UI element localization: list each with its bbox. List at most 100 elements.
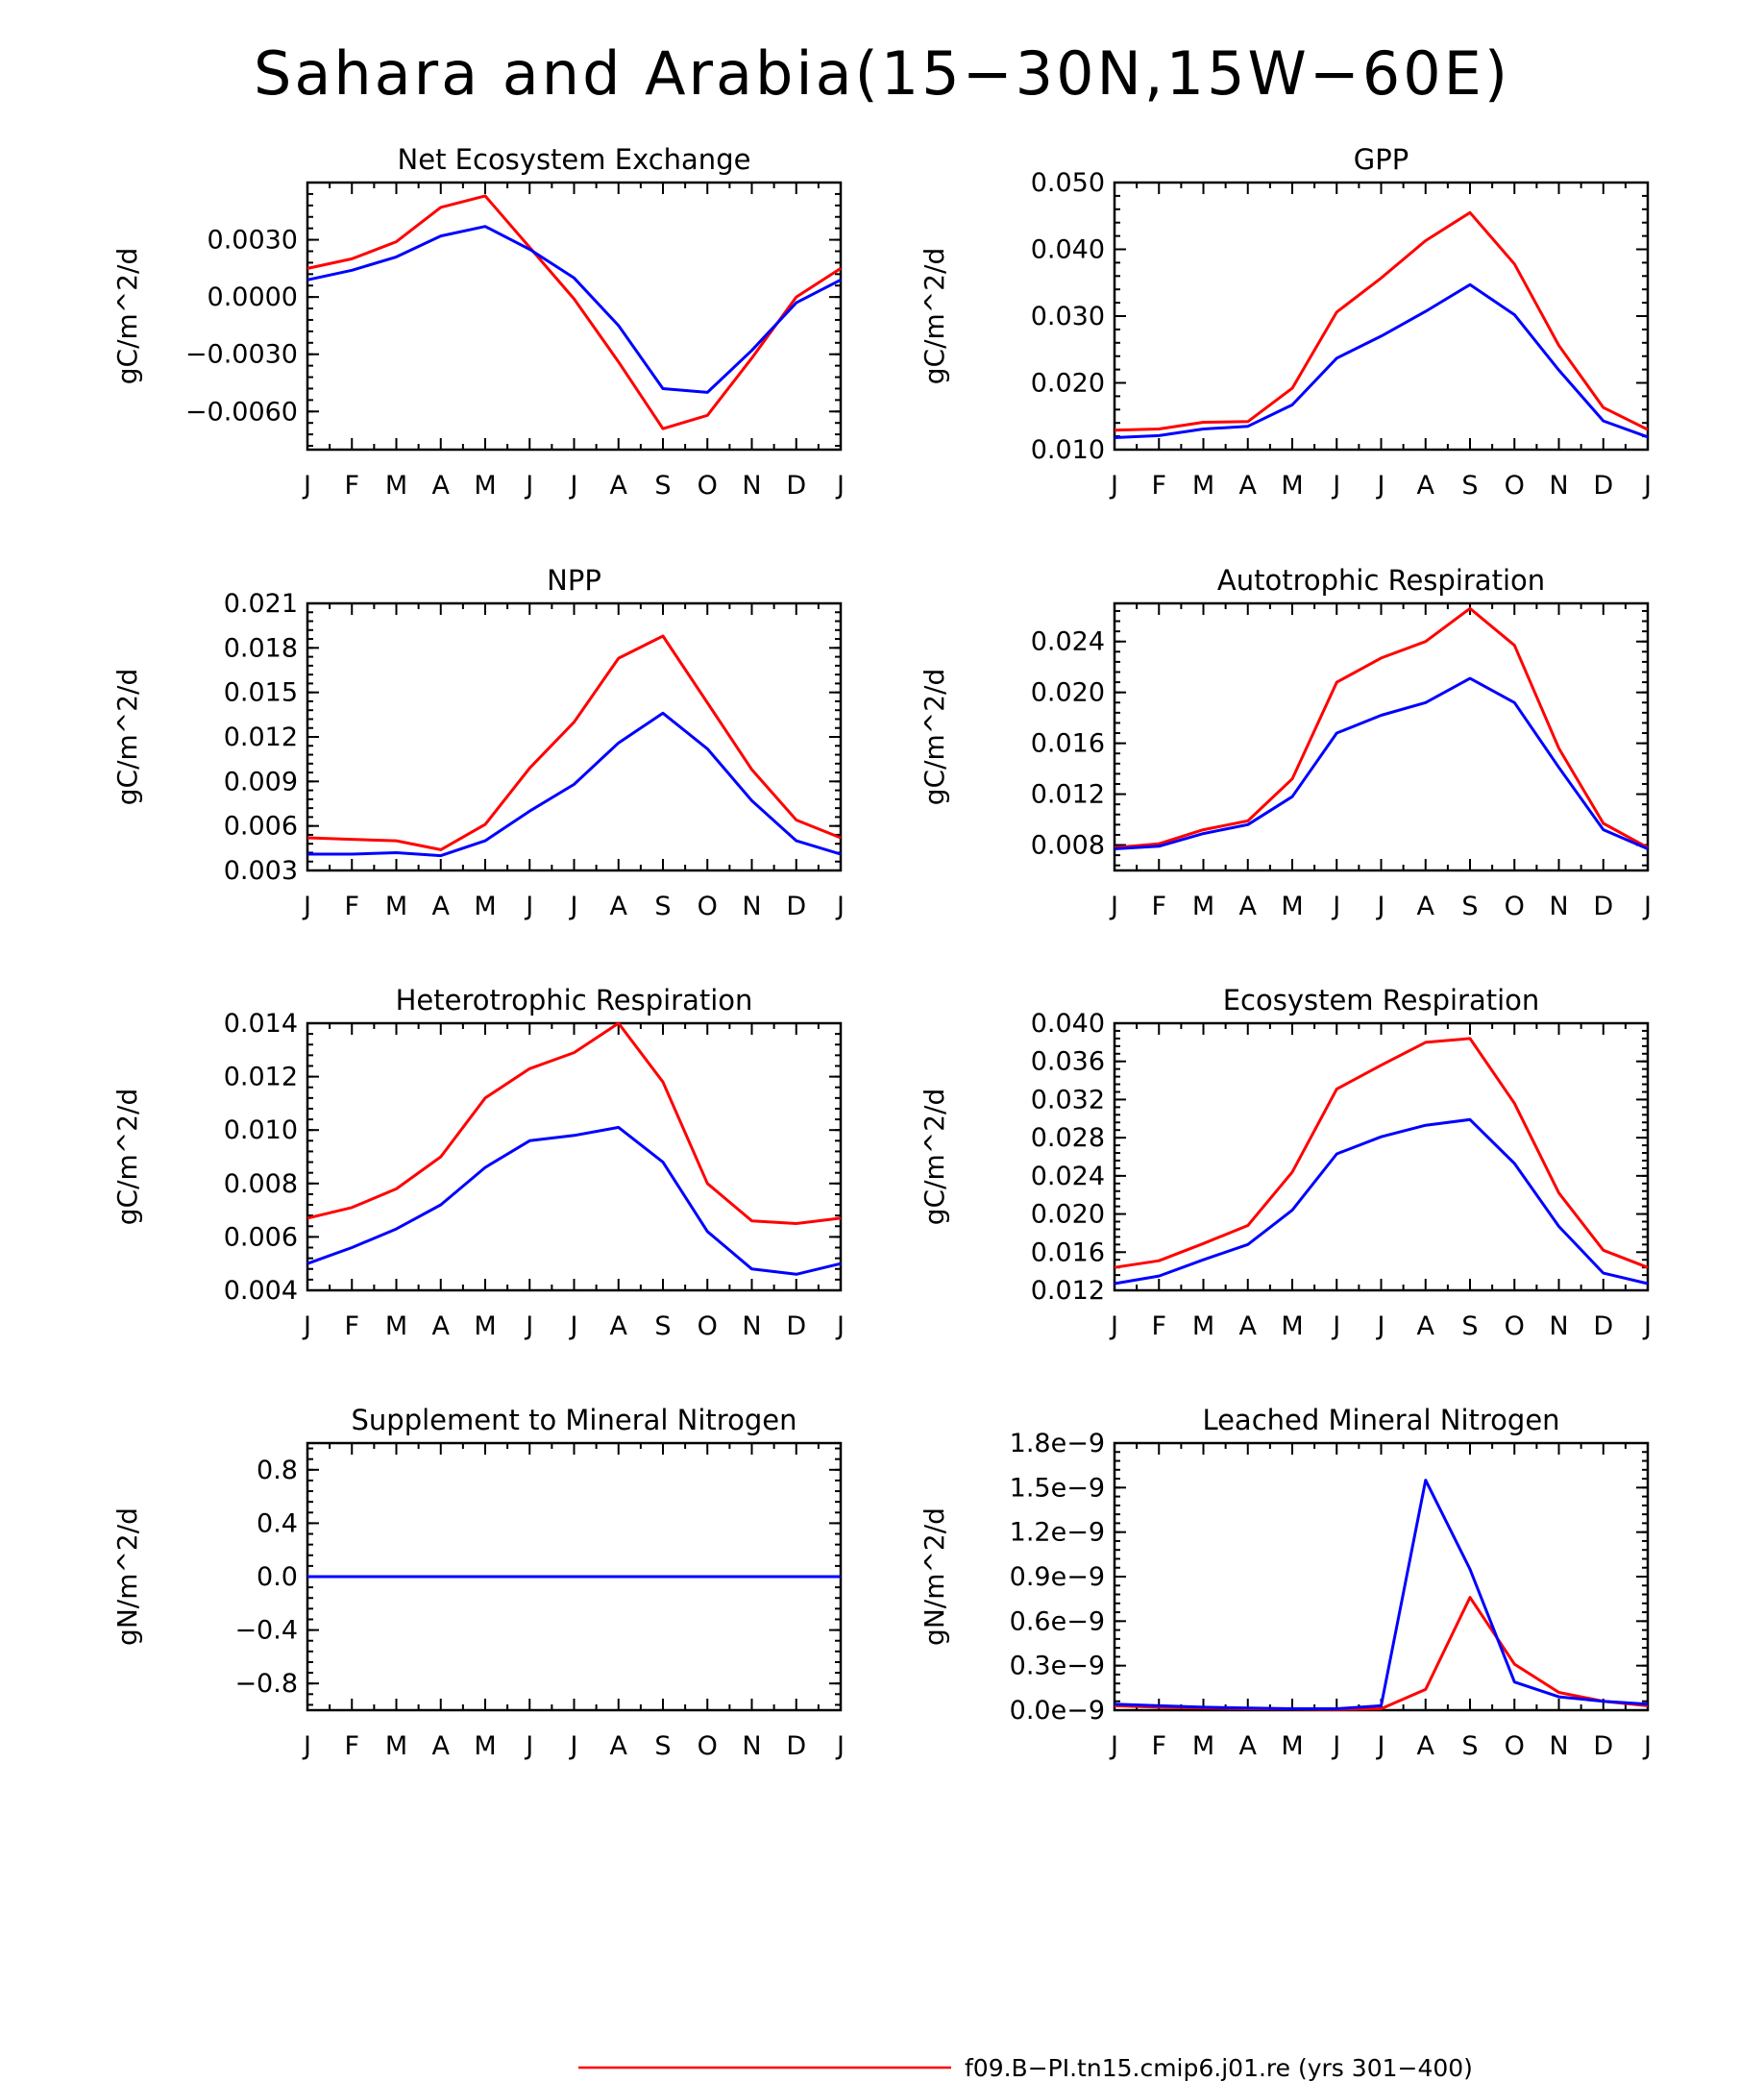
x-tick-label: J [1642, 1311, 1652, 1341]
x-tick-label: S [654, 892, 671, 921]
y-axis-label: gC/m^2/d [111, 1089, 143, 1226]
y-tick-label: 0.016 [1031, 729, 1105, 759]
x-tick-label: A [1239, 892, 1258, 921]
x-tick-label: M [385, 1311, 407, 1341]
x-tick-label: D [786, 892, 806, 921]
y-tick-label: 1.2e−9 [1010, 1518, 1105, 1548]
y-tick-label: 0.006 [224, 812, 298, 842]
x-tick-label: S [1461, 1731, 1478, 1761]
panel-title: Heterotrophic Respiration [396, 984, 753, 1017]
x-tick-label: J [569, 1311, 578, 1341]
y-tick-label: 0.8 [257, 1456, 298, 1485]
x-tick-label: J [1109, 1731, 1118, 1761]
y-tick-label: 0.9e−9 [1010, 1562, 1105, 1592]
series-line-blue [1114, 282, 1649, 439]
x-tick-label: J [1376, 1731, 1385, 1761]
series-line-blue [306, 225, 842, 394]
y-tick-label: 0.6e−9 [1010, 1606, 1105, 1636]
x-tick-label: M [1281, 1731, 1303, 1761]
x-tick-label: S [654, 471, 671, 501]
y-tick-label: 0.012 [1031, 780, 1105, 810]
x-tick-label: J [569, 1731, 578, 1761]
y-tick-label: 0.030 [1031, 302, 1105, 331]
x-tick-label: J [524, 892, 533, 921]
x-tick-label: S [654, 1731, 671, 1761]
y-tick-label: 0.0030 [208, 226, 298, 256]
y-tick-label: −0.0030 [185, 340, 298, 370]
x-tick-label: A [610, 471, 628, 501]
legend: f09.B−PI.tn15.cmip6.j01.re (yrs 301−400) [578, 2054, 1473, 2082]
x-tick-label: M [474, 1311, 496, 1341]
y-tick-label: −0.8 [234, 1669, 298, 1699]
y-axis-label: gN/m^2/d [111, 1507, 143, 1646]
y-tick-label: 0.016 [1031, 1237, 1105, 1267]
series-line-blue [1114, 1479, 1649, 1710]
x-tick-label: O [1505, 892, 1525, 921]
x-tick-label: M [1192, 471, 1214, 501]
y-tick-label: 0.012 [1031, 1276, 1105, 1306]
y-tick-label: 0.024 [1031, 1162, 1105, 1191]
plot-frame [1113, 1441, 1650, 1712]
x-tick-label: F [344, 1731, 359, 1761]
x-tick-label: A [1417, 471, 1435, 501]
x-tick-label: O [1505, 1731, 1525, 1761]
x-tick-label: J [302, 892, 311, 921]
y-tick-label: 0.040 [1031, 235, 1105, 265]
x-tick-label: O [698, 892, 718, 921]
x-tick-label: N [742, 471, 761, 501]
y-tick-label: 0.050 [1031, 168, 1105, 198]
x-tick-label: F [1151, 471, 1166, 501]
x-tick-label: N [1549, 892, 1568, 921]
x-tick-label: N [1549, 471, 1568, 501]
x-tick-label: D [786, 1731, 806, 1761]
y-tick-label: 0.020 [1031, 369, 1105, 399]
x-tick-label: J [835, 892, 845, 921]
x-tick-label: F [344, 892, 359, 921]
x-tick-label: M [1281, 1311, 1303, 1341]
figure-title: Sahara and Arabia(15−30N,15W−60E) [253, 38, 1511, 109]
x-tick-label: J [1642, 1731, 1652, 1761]
y-axis-label: gN/m^2/d [919, 1507, 950, 1646]
chart-panel-7: Supplement to Mineral Nitrogen gN/m^2/d J F… [111, 1404, 845, 1761]
x-tick-label: J [1331, 1731, 1340, 1761]
x-tick-label: A [610, 1731, 628, 1761]
y-axis-label: gC/m^2/d [919, 1089, 950, 1226]
y-tick-label: 0.032 [1031, 1085, 1105, 1114]
x-tick-label: J [524, 471, 533, 501]
x-tick-label: J [1109, 1311, 1118, 1341]
x-tick-label: J [302, 1311, 311, 1341]
x-tick-label: J [302, 1731, 311, 1761]
y-tick-label: 0.010 [224, 1115, 298, 1145]
y-tick-label: 0.012 [224, 723, 298, 752]
y-tick-label: 0.021 [224, 589, 298, 619]
panel-title: Net Ecosystem Exchange [398, 143, 751, 176]
x-tick-label: J [1376, 892, 1385, 921]
x-tick-label: O [698, 471, 718, 501]
series-line-red [1114, 1037, 1649, 1269]
x-tick-label: M [474, 1731, 496, 1761]
series-line-red [306, 194, 842, 430]
y-tick-label: 0.018 [224, 633, 298, 663]
x-tick-label: N [1549, 1731, 1568, 1761]
x-tick-label: S [1461, 892, 1478, 921]
x-tick-label: J [1109, 892, 1118, 921]
x-tick-label: M [1192, 1311, 1214, 1341]
x-tick-label: A [432, 892, 451, 921]
plot-frame [1113, 601, 1650, 872]
panel-title: Autotrophic Respiration [1217, 564, 1545, 597]
x-tick-label: J [524, 1731, 533, 1761]
series-line-blue [307, 711, 842, 858]
y-tick-label: 0.003 [224, 856, 298, 886]
x-tick-label: J [302, 471, 311, 501]
y-tick-label: 0.015 [224, 678, 298, 708]
x-tick-label: J [569, 892, 578, 921]
x-tick-label: N [1549, 1311, 1568, 1341]
y-axis-label: gC/m^2/d [919, 248, 950, 385]
y-tick-label: 0.010 [1031, 435, 1105, 465]
plot-frame [306, 601, 843, 872]
x-tick-label: A [1239, 471, 1258, 501]
